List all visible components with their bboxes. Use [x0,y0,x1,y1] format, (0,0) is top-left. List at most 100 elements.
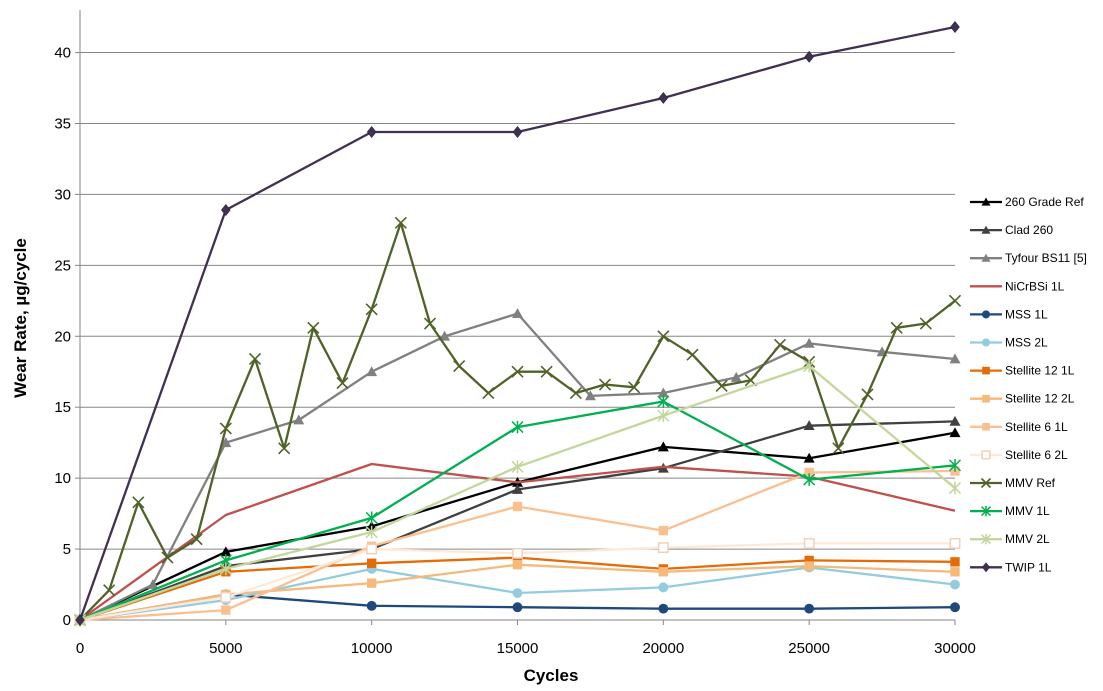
data-point [248,352,262,366]
data-point [219,422,232,435]
x-tick-label: 0 [76,640,84,657]
x-tick-label: 25000 [788,640,830,657]
x-axis-title: Cycles [524,666,579,685]
data-point [773,338,787,351]
data-point [540,365,553,378]
data-point [512,602,523,613]
data-point [511,420,524,434]
y-tick-label: 35 [54,115,71,132]
legend-label: MMV Ref [1005,476,1056,490]
data-point [949,537,961,549]
data-point [366,600,377,611]
data-point [980,534,992,545]
data-point [804,50,814,63]
data-point [949,427,961,438]
data-point [657,441,669,452]
data-point [803,452,815,463]
data-point [686,348,699,361]
x-tick-label: 10000 [351,640,393,657]
data-point [511,460,524,474]
data-point [981,197,991,206]
series-2 [74,308,961,625]
series-13 [75,21,960,626]
data-point [453,360,466,373]
legend-item: Stellite 6 1L [970,420,1068,434]
legend-item: Tyfour BS11 [5] [970,251,1087,265]
data-point [366,558,377,568]
data-point [512,559,523,570]
legend-item: MSS 2L [970,336,1048,350]
legend-item: Stellite 12 2L [970,392,1075,406]
data-point [394,216,407,229]
data-point [982,422,990,431]
y-tick-label: 0 [63,612,71,629]
gridlines [80,52,955,550]
data-point [423,317,437,330]
data-point [981,450,991,460]
data-point [512,483,523,494]
data-point [982,394,990,403]
series-layer [73,21,962,627]
data-point [982,366,990,375]
legend-label: NiCrBSi 1L [1005,279,1065,293]
y-axis-title: Wear Rate, µg/cycle [11,238,30,398]
data-point [730,371,742,382]
legend-item: Stellite 12 1L [970,364,1075,378]
data-point [658,525,669,536]
x-tick-label: 30000 [934,640,976,657]
data-point [980,505,992,517]
data-point [948,294,962,307]
x-tick-label: 20000 [642,640,684,657]
legend-label: Stellite 12 2L [1005,392,1075,406]
data-point [512,501,523,512]
data-point [190,533,203,546]
legend-item: MSS 1L [970,307,1048,321]
legend-item: Clad 260 [970,223,1053,237]
data-point [569,386,582,400]
data-point [103,584,116,597]
y-tick-label: 20 [54,328,71,345]
data-point [949,353,961,364]
x-tick-label: 15000 [497,640,539,657]
data-point [512,588,523,598]
legend-item: MMV 2L [970,532,1050,546]
data-point [366,366,378,377]
data-point [981,253,991,262]
data-point [804,603,815,614]
legend-item: Stellite 6 2L [970,448,1068,462]
data-point [147,579,159,589]
data-point [657,387,669,398]
data-point [512,308,523,318]
data-point [511,365,524,378]
data-point [75,614,85,626]
data-point [657,330,670,343]
data-point [221,605,231,615]
data-point [220,546,232,557]
data-point [950,579,960,590]
y-tick-label: 40 [54,45,71,62]
data-point [657,395,670,408]
data-point [512,126,523,138]
data-point [950,21,960,34]
legend-item: 260 Grade Ref [970,195,1084,209]
data-point [861,388,874,401]
legend-label: Clad 260 [1005,223,1053,237]
data-point [220,591,232,603]
data-point [890,321,903,334]
data-point [219,562,232,576]
x-tick-labels: 0 5000 10000 15000 20000 25000 30000 [76,620,976,657]
data-point [366,578,377,588]
data-point [278,442,291,455]
data-point [365,525,378,539]
data-point [658,567,669,577]
data-point [981,225,991,234]
legend: 260 Grade Ref Clad 260 Tyfour BS11 [5] NiCr… [970,195,1087,574]
y-tick-label: 5 [63,541,71,558]
data-point [365,511,378,525]
data-point [658,603,669,614]
data-point [950,602,960,613]
data-point [803,337,815,348]
legend-label: 260 Grade Ref [1005,195,1084,209]
data-point [482,386,495,400]
